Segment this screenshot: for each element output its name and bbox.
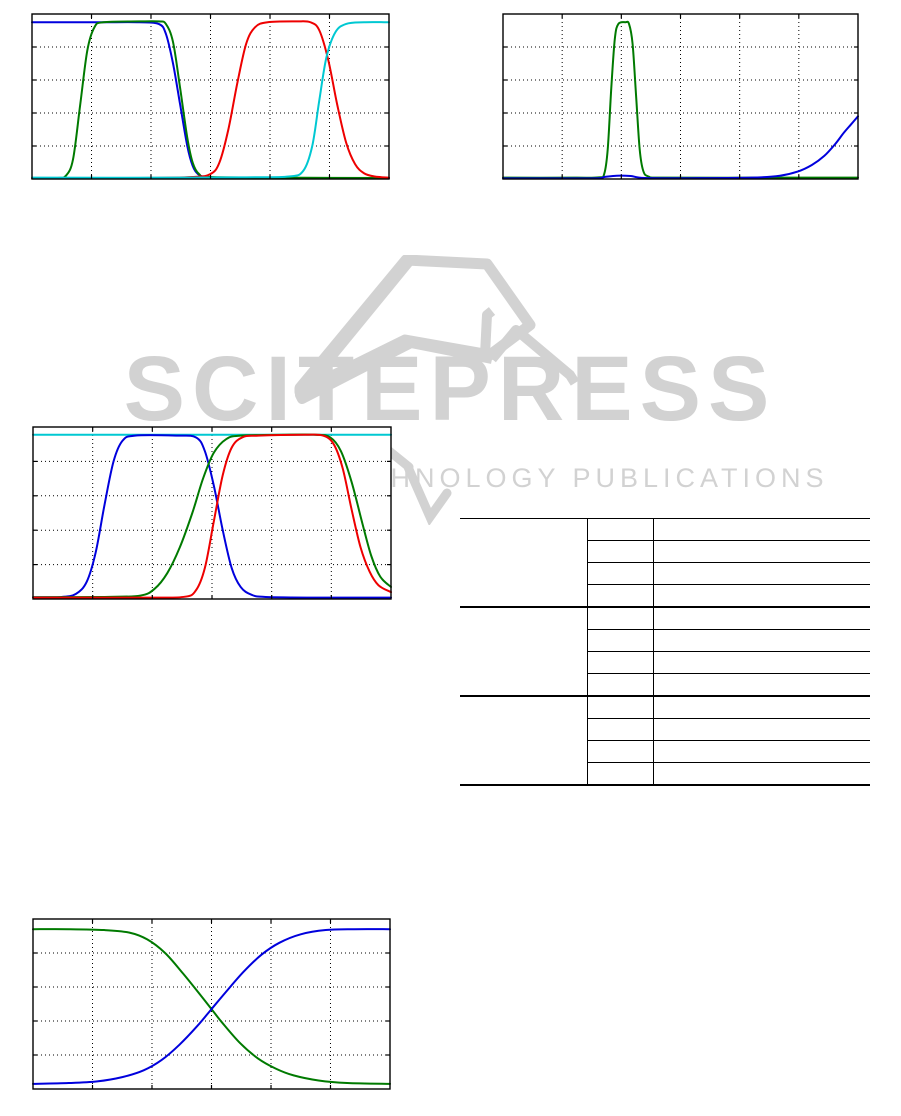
figure-4 — [32, 918, 391, 1090]
figure-1 — [31, 13, 390, 180]
table-row — [460, 651, 870, 674]
table-row — [460, 584, 870, 607]
table-cell-metric — [586, 740, 654, 763]
table-cell-metric — [586, 629, 654, 652]
table-cell-value — [653, 606, 870, 630]
table-cell-metric — [586, 695, 654, 719]
table-cell-metric — [586, 518, 654, 541]
table-cell-value — [653, 540, 870, 563]
results-table-body — [460, 518, 870, 786]
watermark-title: SCITEPRESS — [124, 338, 777, 440]
table-cell-label — [460, 651, 588, 674]
figure-2 — [502, 13, 859, 180]
table-cell-label — [460, 584, 588, 607]
table-cell-label — [460, 606, 588, 630]
table-row — [460, 518, 870, 541]
table-cell-value — [653, 740, 870, 763]
table-cell-value — [653, 673, 870, 696]
table-cell-label — [460, 695, 588, 719]
table-cell-label — [460, 562, 588, 585]
table-cell-label — [460, 540, 588, 563]
table-cell-label — [460, 629, 588, 652]
table-cell-label — [460, 718, 588, 741]
table-cell-metric — [586, 718, 654, 741]
table-cell-value — [653, 651, 870, 674]
table-cell-value — [653, 562, 870, 585]
table-row — [460, 606, 870, 630]
table-row — [460, 562, 870, 585]
table-cell-label — [460, 518, 588, 541]
table-row — [460, 718, 870, 741]
table-row — [460, 629, 870, 652]
table-cell-metric — [586, 562, 654, 585]
table-cell-label — [460, 673, 588, 696]
table-cell-metric — [586, 651, 654, 674]
figure-3 — [32, 426, 392, 600]
table-cell-metric — [586, 584, 654, 607]
table-row — [460, 762, 870, 786]
table-cell-value — [653, 762, 870, 786]
figure-1-plot — [31, 13, 390, 180]
figure-4-plot — [32, 918, 391, 1090]
table-row — [460, 740, 870, 763]
table-cell-value — [653, 629, 870, 652]
table-cell-value — [653, 695, 870, 719]
figure-2-plot — [502, 13, 859, 180]
table-cell-value — [653, 518, 870, 541]
table-cell-metric — [586, 606, 654, 630]
table-cell-metric — [586, 673, 654, 696]
table-row — [460, 540, 870, 563]
watermark-book-logo — [294, 255, 536, 398]
table-cell-metric — [586, 540, 654, 563]
table-cell-value — [653, 584, 870, 607]
table-cell-label — [460, 762, 588, 786]
results-table — [460, 518, 870, 786]
table-cell-value — [653, 718, 870, 741]
table-cell-metric — [586, 762, 654, 786]
table-cell-label — [460, 740, 588, 763]
figure-3-plot — [32, 426, 392, 600]
watermark-logo-mark — [295, 255, 580, 404]
table-row — [460, 695, 870, 719]
table-row — [460, 673, 870, 696]
